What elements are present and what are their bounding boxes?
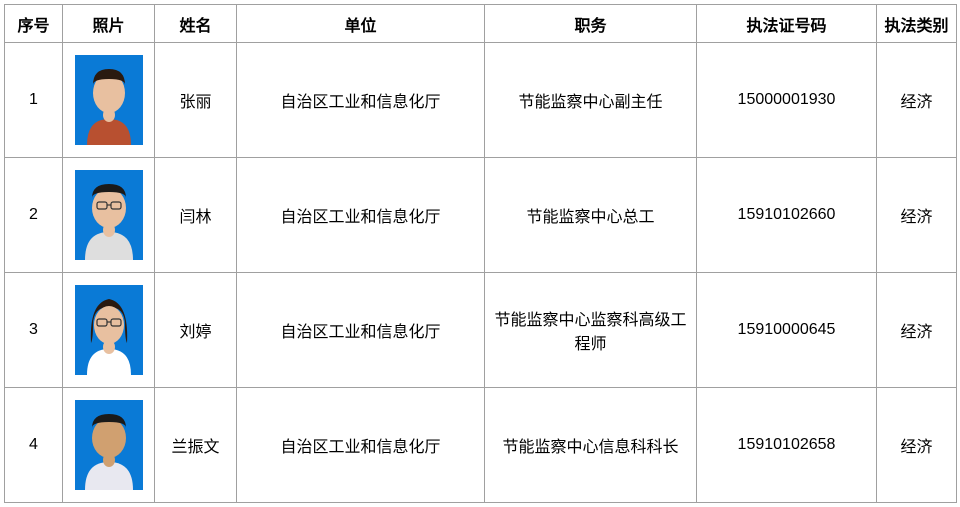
- personnel-table: 序号 照片 姓名 单位 职务 执法证号码 执法类别 1: [4, 4, 957, 503]
- cell-name: 闫林: [155, 158, 237, 273]
- cell-unit: 自治区工业和信息化厅: [237, 273, 485, 388]
- cell-photo: [63, 43, 155, 158]
- cell-seq: 2: [5, 158, 63, 273]
- cell-category: 经济: [877, 158, 957, 273]
- photo-icon: [75, 285, 143, 375]
- cell-position: 节能监察中心信息科科长: [485, 388, 697, 503]
- cell-photo: [63, 158, 155, 273]
- cell-category: 经济: [877, 388, 957, 503]
- cell-position: 节能监察中心总工: [485, 158, 697, 273]
- cell-unit: 自治区工业和信息化厅: [237, 388, 485, 503]
- header-photo: 照片: [63, 5, 155, 43]
- header-unit: 单位: [237, 5, 485, 43]
- cell-position: 节能监察中心副主任: [485, 43, 697, 158]
- cell-license: 15910102660: [697, 158, 877, 273]
- cell-photo: [63, 388, 155, 503]
- header-name: 姓名: [155, 5, 237, 43]
- table-row: 3 刘婷 自治区工业和信息化厅 节能监察中心监察: [5, 273, 957, 388]
- photo-icon: [75, 170, 143, 260]
- cell-seq: 3: [5, 273, 63, 388]
- cell-license: 15910102658: [697, 388, 877, 503]
- photo-container: [65, 47, 152, 153]
- cell-license: 15000001930: [697, 43, 877, 158]
- cell-position: 节能监察中心监察科高级工程师: [485, 273, 697, 388]
- cell-unit: 自治区工业和信息化厅: [237, 158, 485, 273]
- cell-name: 张丽: [155, 43, 237, 158]
- table-header-row: 序号 照片 姓名 单位 职务 执法证号码 执法类别: [5, 5, 957, 43]
- photo-container: [65, 162, 152, 268]
- photo-container: [65, 392, 152, 498]
- table-row: 1 张丽 自治区工业和信息化厅 节能监察中心副主任 15000001930 经济: [5, 43, 957, 158]
- cell-name: 刘婷: [155, 273, 237, 388]
- photo-icon: [75, 55, 143, 145]
- cell-photo: [63, 273, 155, 388]
- table-row: 4 兰振文 自治区工业和信息化厅 节能监察中心信息科科长 15910102658…: [5, 388, 957, 503]
- cell-name: 兰振文: [155, 388, 237, 503]
- header-license: 执法证号码: [697, 5, 877, 43]
- header-category: 执法类别: [877, 5, 957, 43]
- cell-category: 经济: [877, 273, 957, 388]
- table-row: 2 闫林 自治区工业和信息化厅 节能监察中心总工: [5, 158, 957, 273]
- photo-container: [65, 277, 152, 383]
- header-seq: 序号: [5, 5, 63, 43]
- cell-category: 经济: [877, 43, 957, 158]
- header-position: 职务: [485, 5, 697, 43]
- cell-unit: 自治区工业和信息化厅: [237, 43, 485, 158]
- cell-seq: 1: [5, 43, 63, 158]
- table-body: 1 张丽 自治区工业和信息化厅 节能监察中心副主任 15000001930 经济: [5, 43, 957, 503]
- cell-license: 15910000645: [697, 273, 877, 388]
- cell-seq: 4: [5, 388, 63, 503]
- photo-icon: [75, 400, 143, 490]
